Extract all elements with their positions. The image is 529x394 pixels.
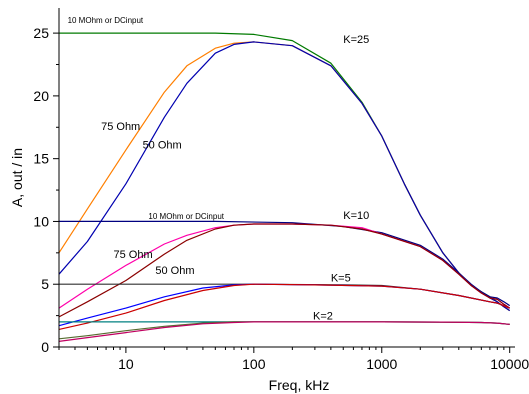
y-tick-label: 10 — [33, 213, 49, 229]
annotation-label: 50 Ohm — [155, 265, 194, 277]
annotation-label: K=5 — [331, 273, 351, 285]
annotation-label: 50 Ohm — [143, 140, 182, 152]
annotation-label: 75 Ohm — [113, 249, 152, 261]
annotation-label: 75 Ohm — [101, 121, 140, 133]
annotation-label: K=25 — [343, 34, 369, 46]
annotation-label: 10 MOhm or DCinput — [68, 16, 144, 25]
y-tick-label: 15 — [33, 151, 49, 167]
series-line-2 — [58, 41, 511, 312]
annotation-label: K=2 — [313, 310, 333, 322]
series-line-7 — [59, 283, 510, 309]
y-tick-label: 0 — [41, 339, 49, 355]
x-tick-label: 1000 — [366, 356, 397, 372]
series-line-5 — [58, 223, 511, 309]
annotation-label: 10 MOhm or DCinput — [148, 212, 224, 221]
series-line-1 — [59, 32, 511, 312]
x-tick-label: 10000 — [490, 356, 529, 372]
x-tick-label: 100 — [242, 356, 266, 372]
annotation-label: K=10 — [343, 210, 369, 222]
series-line-3 — [58, 41, 511, 312]
series-line-9 — [58, 283, 510, 330]
series-line-4 — [59, 220, 511, 307]
y-tick-label: 25 — [33, 25, 49, 41]
series-line-12 — [58, 321, 510, 342]
series-line-11 — [58, 321, 510, 340]
y-tick-label: 5 — [41, 276, 49, 292]
x-tick-label: 10 — [118, 356, 134, 372]
series-line-6 — [58, 223, 511, 318]
x-axis-title: Freq, kHz — [269, 377, 330, 393]
y-axis-title: A, out / in — [9, 148, 25, 207]
y-tick-label: 20 — [33, 88, 49, 104]
series-line-8 — [58, 283, 510, 327]
